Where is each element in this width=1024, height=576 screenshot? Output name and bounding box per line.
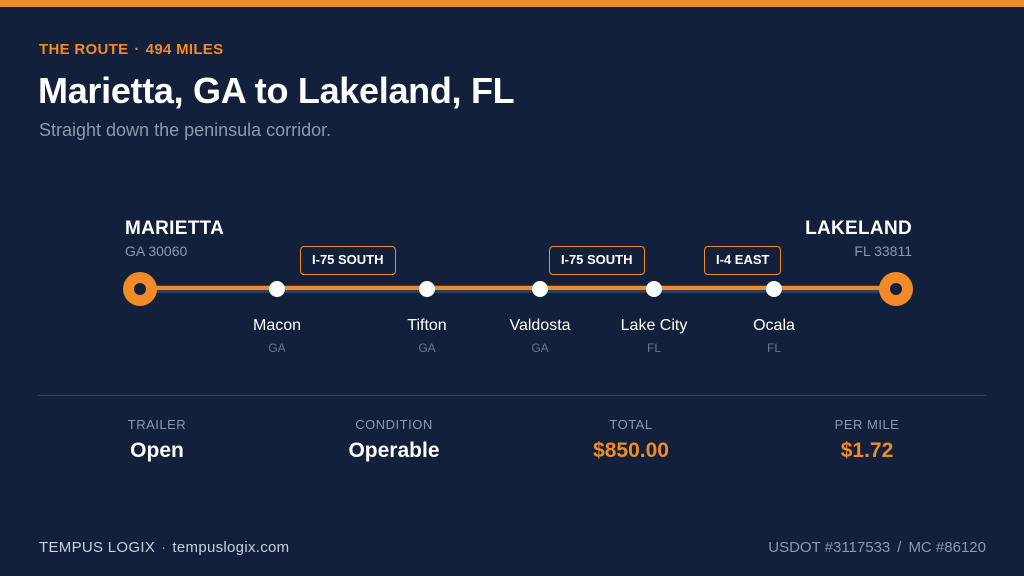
footer-credentials: USDOT #3117533 / MC #86120 <box>768 539 986 556</box>
route-eyebrow: THE ROUTE · 494 MILES <box>39 41 223 58</box>
brand-name: TEMPUS LOGIX <box>39 539 156 556</box>
footer-separator: · <box>161 539 167 556</box>
stat-value: Open <box>130 439 184 462</box>
stop-label-ocala: Ocala FL <box>714 317 834 355</box>
origin-endpoint: MARIETTA GA 30060 <box>125 218 224 259</box>
stat-condition: CONDITION Operable <box>294 417 494 463</box>
stop-state: FL <box>646 341 661 355</box>
page-title: Marietta, GA to Lakeland, FL <box>38 70 515 111</box>
stop-state: GA <box>531 341 549 355</box>
stat-label: CONDITION <box>355 417 433 432</box>
stat-value: $850.00 <box>593 439 669 462</box>
stop-dot-lake-city <box>646 281 662 297</box>
destination-name: LAKELAND <box>805 218 912 239</box>
stop-state: FL <box>766 341 781 355</box>
destination-node-icon <box>879 272 913 306</box>
stat-total: TOTAL $850.00 <box>531 417 731 463</box>
stop-dot-ocala <box>766 281 782 297</box>
mc-number: MC #86120 <box>908 539 986 556</box>
section-divider <box>38 395 986 396</box>
top-accent-bar <box>0 0 1024 7</box>
stat-value: Operable <box>348 439 440 462</box>
eyebrow-label: THE ROUTE <box>39 41 129 58</box>
destination-zip: FL 33811 <box>854 243 912 259</box>
highway-badge: I-4 EAST <box>704 246 782 275</box>
stop-city: Lake City <box>620 317 688 334</box>
origin-zip: GA 30060 <box>125 243 188 259</box>
highway-badge: I-75 SOUTH <box>549 246 645 275</box>
usdot-number: USDOT #3117533 <box>768 539 891 556</box>
stop-label-macon: Macon GA <box>217 317 337 355</box>
stop-city: Macon <box>252 317 302 334</box>
stop-dot-valdosta <box>532 281 548 297</box>
stop-state: GA <box>418 341 436 355</box>
stop-label-valdosta: Valdosta GA <box>480 317 600 355</box>
stop-label-tifton: Tifton GA <box>367 317 487 355</box>
stop-state: GA <box>268 341 286 355</box>
stop-city: Valdosta <box>509 317 571 334</box>
stat-per-mile: PER MILE $1.72 <box>767 417 967 463</box>
stat-label: PER MILE <box>834 417 900 432</box>
highway-badge: I-75 SOUTH <box>300 246 396 275</box>
website-link[interactable]: tempuslogix.com <box>172 539 290 556</box>
stop-city: Ocala <box>753 317 795 334</box>
destination-endpoint: LAKELAND FL 33811 <box>805 218 912 259</box>
stop-dot-macon <box>269 281 285 297</box>
stat-label: TRAILER <box>127 417 187 432</box>
route-line <box>140 285 896 293</box>
origin-name: MARIETTA <box>125 218 225 239</box>
stat-label: TOTAL <box>609 417 653 432</box>
page-subtitle: Straight down the peninsula corridor. <box>39 120 332 140</box>
eyebrow-miles: 494 MILES <box>145 41 224 58</box>
eyebrow-separator: · <box>134 41 140 58</box>
route-line-highlight <box>140 286 896 290</box>
stop-dot-tifton <box>419 281 435 297</box>
stat-value: $1.72 <box>840 439 894 462</box>
footer-slash: / <box>897 539 902 556</box>
stat-trailer: TRAILER Open <box>57 417 257 463</box>
footer-brand: TEMPUS LOGIX · tempuslogix.com <box>39 539 289 556</box>
stop-city: Tifton <box>407 317 447 334</box>
origin-node-icon <box>123 272 157 306</box>
stop-label-lake-city: Lake City FL <box>594 317 714 355</box>
